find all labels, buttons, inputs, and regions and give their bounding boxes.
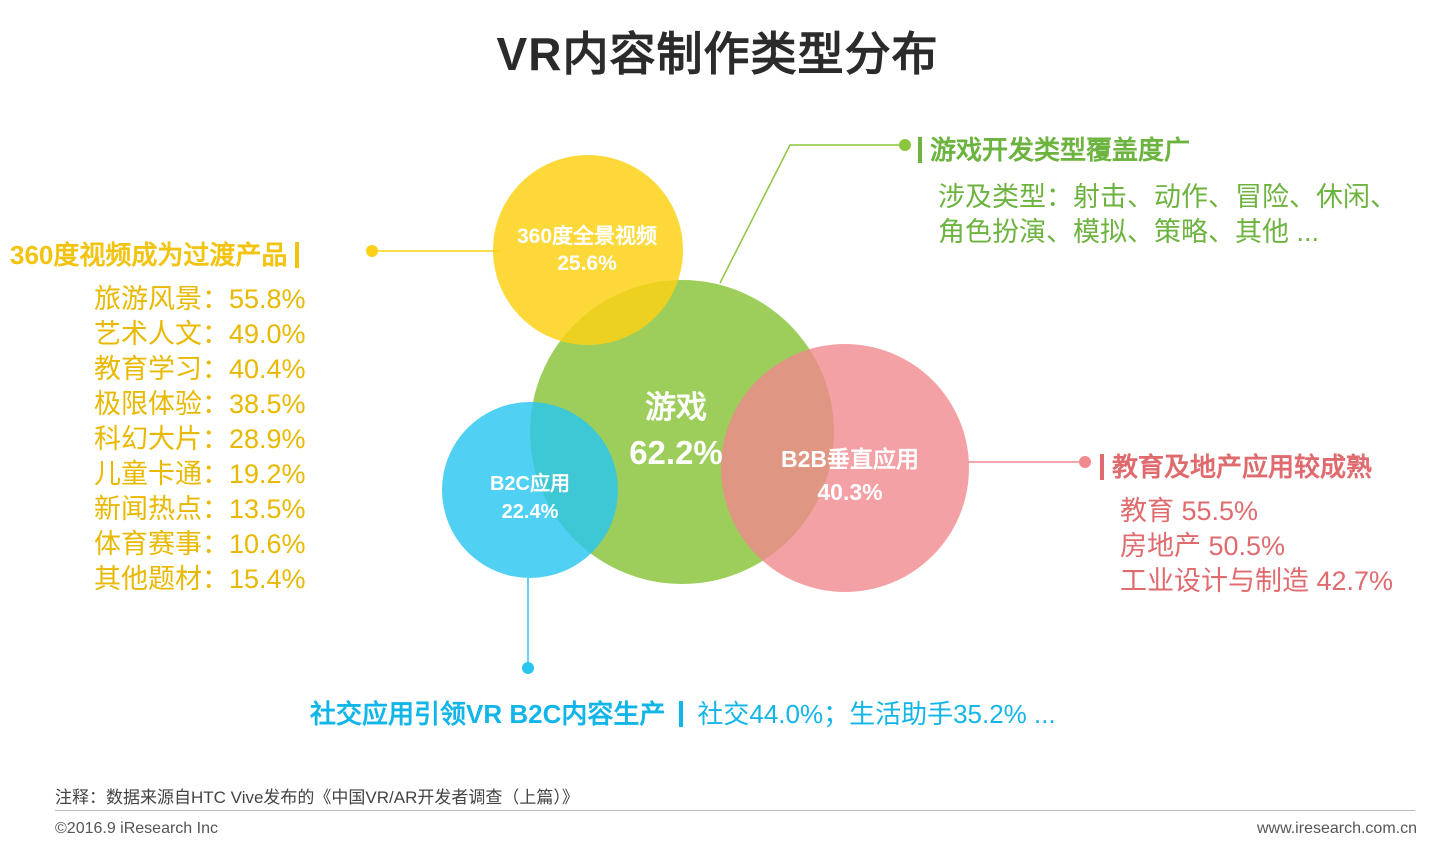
connector-dot-right xyxy=(1079,456,1091,468)
bubble-b2c xyxy=(442,402,618,578)
bubble-b2b xyxy=(721,344,969,592)
right-heading: 教育及地产应用较成熟 xyxy=(1112,452,1373,482)
bubble-value-360-video: 25.6% xyxy=(557,252,617,275)
connector-dot-bottom xyxy=(522,662,534,674)
bubble-label-b2b: B2B垂直应用 xyxy=(781,446,919,472)
bottom-heading: 社交应用引领VR B2C内容生产 xyxy=(310,699,666,729)
bubble-value-b2b: 40.3% xyxy=(817,479,882,505)
connector-dot-top-right xyxy=(899,139,911,151)
bubble-label-360-video: 360度全景视频 xyxy=(517,224,657,248)
right-heading-block: 教育及地产应用较成熟 xyxy=(1100,447,1372,484)
footer-divider xyxy=(55,810,1415,811)
list-item: 科幻大片：28.9% xyxy=(94,424,306,454)
top-right-line-1: 涉及类型：射击、动作、冒险、休闲、 xyxy=(938,182,1397,212)
page-title: VR内容制作类型分布 xyxy=(496,28,939,80)
top-right-heading-block: 游戏开发类型覆盖度广 xyxy=(918,130,1190,167)
top-right-line-2: 角色扮演、模拟、策略、其他 ... xyxy=(938,217,1320,247)
website: www.iresearch.com.cn xyxy=(1256,820,1417,837)
left-heading: 360度视频成为过渡产品 xyxy=(10,240,288,270)
list-item: 工业设计与制造 42.7% xyxy=(1120,566,1394,596)
top-right-body: 涉及类型：射击、动作、冒险、休闲、 角色扮演、模拟、策略、其他 ... xyxy=(938,180,1428,250)
heading-bar xyxy=(1100,454,1104,480)
bubble-label-b2c: B2C应用 xyxy=(490,471,570,495)
bottom-text: 社交44.0%；生活助手35.2% ... xyxy=(697,699,1056,729)
right-list: 教育 55.5% 房地产 50.5% 工业设计与制造 42.7% xyxy=(1120,494,1393,599)
list-item: 儿童卡通：19.2% xyxy=(94,459,306,489)
top-right-heading: 游戏开发类型覆盖度广 xyxy=(930,135,1191,165)
heading-bar xyxy=(679,701,684,727)
copyright: ©2016.9 iResearch Inc xyxy=(55,820,218,837)
list-item: 教育学习：40.4% xyxy=(94,354,306,384)
left-list: 旅游风景：55.8% 艺术人文：49.0% 教育学习：40.4% 极限体验：38… xyxy=(94,282,306,597)
list-item: 艺术人文：49.0% xyxy=(94,319,306,349)
left-heading-block: 360度视频成为过渡产品 xyxy=(10,235,307,272)
list-item: 体育赛事：10.6% xyxy=(94,529,306,559)
list-item: 房地产 50.5% xyxy=(1120,531,1286,561)
list-item: 旅游风景：55.8% xyxy=(94,284,306,314)
list-item: 新闻热点：13.5% xyxy=(94,494,306,524)
connector-lines xyxy=(366,139,1091,674)
connector-dot-left xyxy=(366,245,378,257)
list-item: 其他题材：15.4% xyxy=(94,564,306,594)
list-item: 教育 55.5% xyxy=(1120,496,1259,526)
connector-top-right xyxy=(719,144,905,284)
bottom-block: 社交应用引领VR B2C内容生产 社交44.0%；生活助手35.2% ... xyxy=(310,694,1056,731)
bubble-value-game: 62.2% xyxy=(629,434,723,471)
bubble-label-game: 游戏 xyxy=(645,390,707,425)
source-note: 注释：数据来源自HTC Vive发布的《中国VR/AR开发者调查（上篇）》 xyxy=(55,788,579,807)
heading-bar xyxy=(295,242,300,268)
bubble-value-b2c: 22.4% xyxy=(502,501,559,523)
heading-bar xyxy=(918,137,922,163)
bubble-360-video xyxy=(493,155,683,345)
list-item: 极限体验：38.5% xyxy=(94,389,306,419)
